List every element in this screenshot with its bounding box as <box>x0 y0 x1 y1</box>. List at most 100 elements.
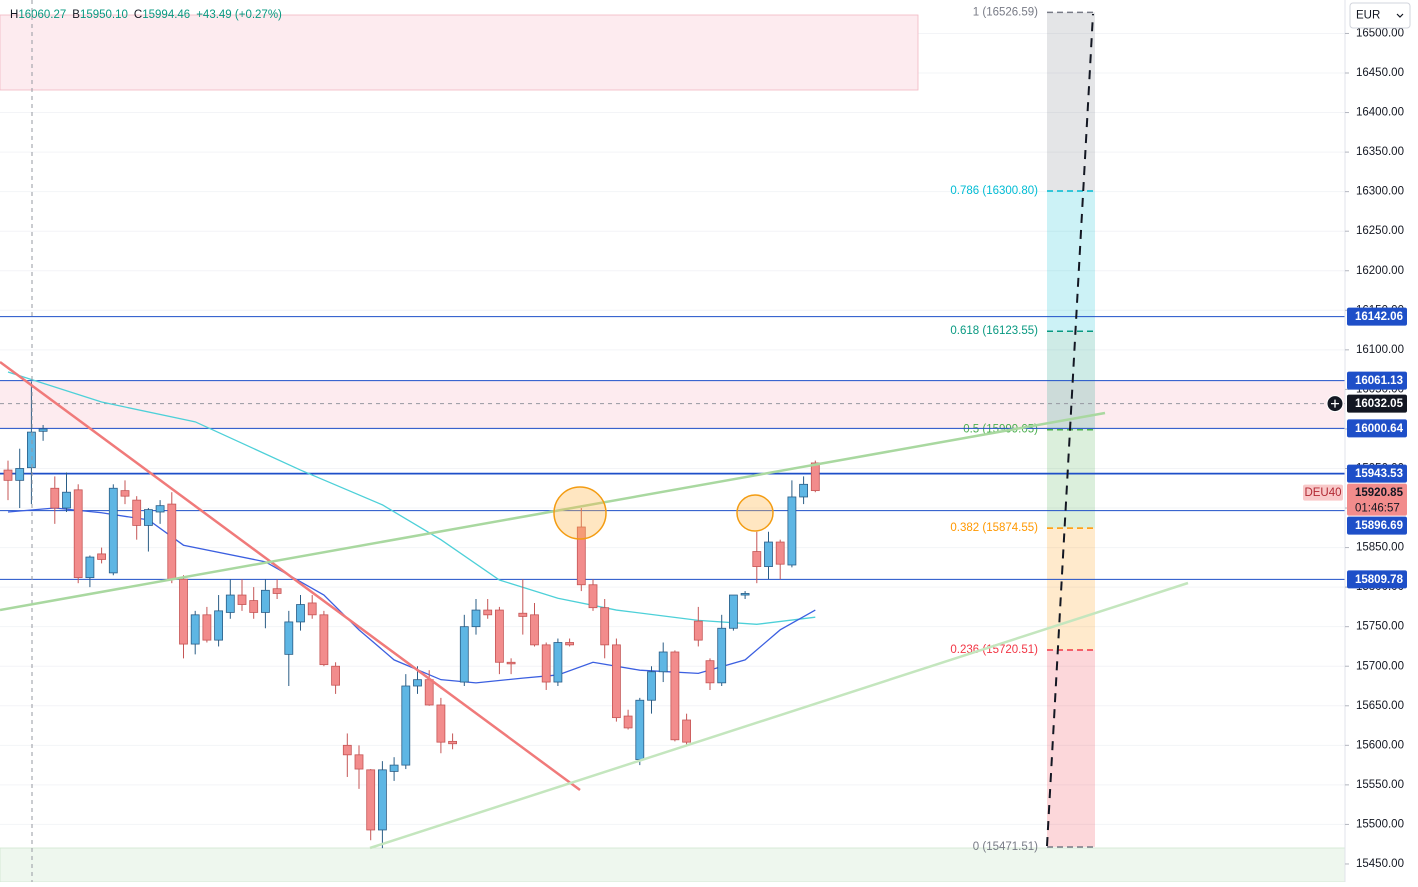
price-label: 16032.05 <box>1355 398 1404 410</box>
candle-body <box>3 469 13 481</box>
candle-body <box>272 588 282 594</box>
price-label-box <box>1347 307 1407 326</box>
candle-body <box>260 589 270 613</box>
plus-icon <box>1331 399 1339 408</box>
ohlc-value: 15950.10 <box>80 9 128 21</box>
fib-band <box>1047 12 1095 192</box>
candle-body <box>530 614 539 646</box>
trend-line-support <box>369 581 1189 850</box>
candle-body <box>483 609 493 616</box>
ohlc-value: 15994.46 <box>142 9 190 21</box>
price-label: 16000.64 <box>1355 423 1404 435</box>
y-tick-label: 15850.00 <box>1356 542 1404 554</box>
candle-body <box>202 614 212 641</box>
candle-body <box>120 490 130 497</box>
candle-body <box>97 553 106 560</box>
candle-body <box>249 600 259 613</box>
y-tick-label: 15450.00 <box>1356 858 1404 870</box>
candle-body <box>424 679 434 706</box>
candle-body <box>85 556 95 579</box>
candle-body <box>623 715 633 729</box>
y-tick-label: 15500.00 <box>1356 818 1404 830</box>
candle-body <box>366 769 376 831</box>
candle-body <box>26 431 36 469</box>
chevron-icon <box>1396 13 1404 18</box>
price-label: 15896.69 <box>1355 520 1403 532</box>
y-tick-label: 16400.00 <box>1356 107 1404 119</box>
candle-body <box>296 604 305 623</box>
candle-body <box>331 665 341 686</box>
price-label-box <box>1347 464 1407 483</box>
candle-body <box>401 685 411 766</box>
candle-body <box>307 602 317 616</box>
candle-body <box>319 614 329 666</box>
candle-body <box>413 679 422 687</box>
price-label-box <box>1347 570 1407 589</box>
candle-body <box>576 526 586 586</box>
fib-label: 0.382 (15874.55) <box>950 522 1038 534</box>
fib-trend-line <box>1046 13 1094 847</box>
candle-body <box>729 594 738 629</box>
candle-body <box>284 621 294 655</box>
ohlc-key: H <box>10 9 18 21</box>
currency-select[interactable] <box>1349 2 1411 29</box>
candle-body <box>459 626 469 683</box>
candle-body <box>38 428 48 432</box>
currency-label[interactable]: EUR <box>1356 10 1380 22</box>
candle-body <box>565 642 574 646</box>
candle-body <box>752 551 762 567</box>
fib-label: 1 (16526.59) <box>973 6 1038 18</box>
price-label: 16061.13 <box>1355 375 1403 387</box>
candle-body <box>62 491 71 509</box>
candle-body <box>799 483 808 498</box>
candle-body <box>225 594 235 613</box>
candle-body <box>15 468 25 481</box>
candle-body <box>73 489 83 579</box>
supply-zone <box>0 14 919 91</box>
fib-band <box>1047 429 1095 529</box>
fib-band <box>1047 650 1095 847</box>
candle-body <box>553 642 563 683</box>
y-tick-label: 15650.00 <box>1356 700 1404 712</box>
ohlc-key: B <box>72 9 80 21</box>
price-label-box <box>1347 483 1407 516</box>
trend-line-up <box>0 411 1106 612</box>
candle-body <box>389 764 399 772</box>
candle-body <box>670 651 680 741</box>
candle-body <box>354 754 364 770</box>
fib-label: 0.786 (16300.80) <box>950 185 1038 197</box>
y-tick-label: 16500.00 <box>1356 27 1404 39</box>
fib-label: 0 (15471.51) <box>973 841 1038 853</box>
resistance-zone <box>0 381 1345 429</box>
price-axis <box>1345 0 1418 882</box>
y-tick-label: 16100.00 <box>1356 344 1404 356</box>
candle-body <box>108 487 118 574</box>
y-tick-label: 16250.00 <box>1356 225 1404 237</box>
candle-body <box>436 704 446 743</box>
candle-body <box>588 584 598 609</box>
candle-body <box>635 699 645 760</box>
highlight-circle <box>736 494 774 532</box>
y-tick-label: 16300.00 <box>1356 186 1404 198</box>
price-label-box <box>1347 516 1407 535</box>
price-label: 15943.53 <box>1355 468 1403 480</box>
candle-body <box>775 541 785 565</box>
y-tick-label: 16350.00 <box>1356 146 1404 158</box>
fib-band <box>1047 528 1095 651</box>
candle-body <box>167 503 177 580</box>
candle-body <box>541 644 551 683</box>
countdown-label: 01:46:57 <box>1355 503 1400 515</box>
fib-label: 0.5 (15999.05) <box>963 424 1038 436</box>
candle-body <box>717 627 727 684</box>
candle-body <box>377 769 387 831</box>
candle-body <box>740 593 750 596</box>
price-label: 15920.85 <box>1355 487 1404 499</box>
price-label-box <box>1347 371 1407 390</box>
candle-body <box>237 594 247 605</box>
candle-body <box>50 487 60 509</box>
fib-label: 0.618 (16123.55) <box>950 325 1038 337</box>
demand-zone <box>0 847 1346 883</box>
ohlc-value: 16060.27 <box>18 9 66 21</box>
